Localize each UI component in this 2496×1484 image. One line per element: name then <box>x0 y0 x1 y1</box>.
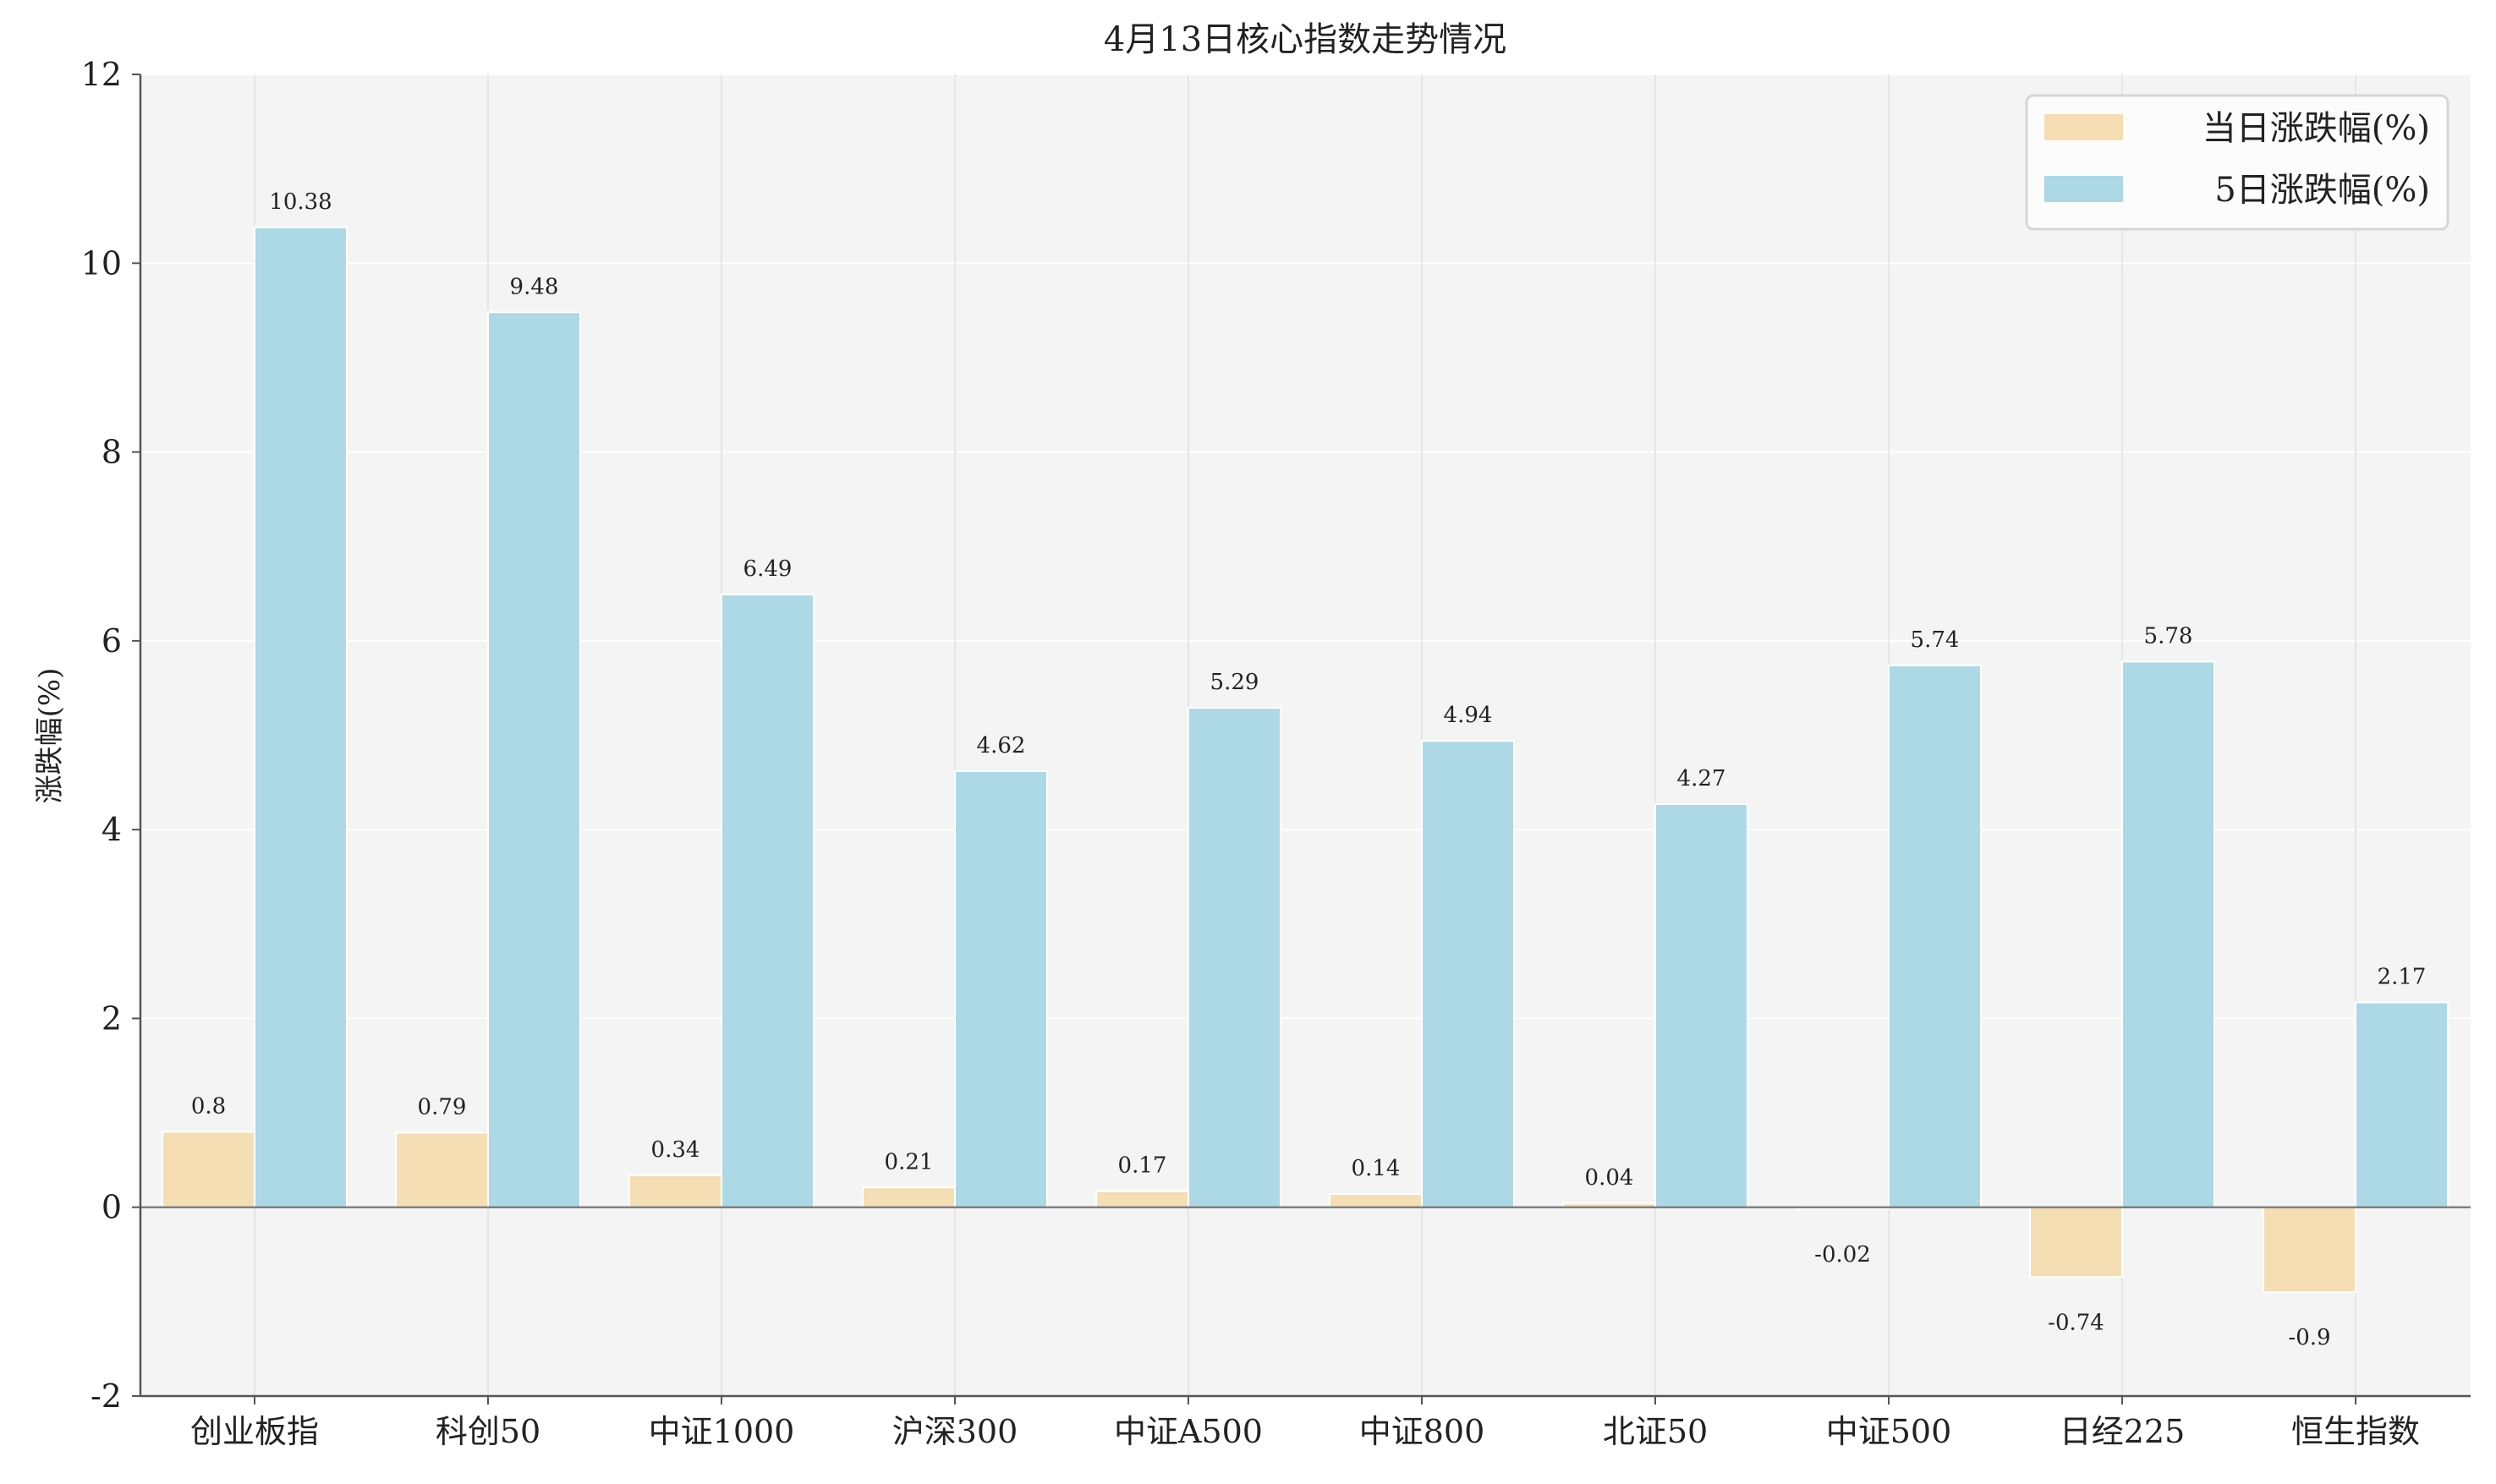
y-tick-label: 0 <box>101 1189 122 1226</box>
legend-swatch <box>2044 114 2123 140</box>
data-label: 4.94 <box>1444 703 1493 728</box>
x-tick-label: 沪深300 <box>892 1413 1018 1450</box>
y-tick-label: 6 <box>101 622 122 660</box>
bar-5day <box>2121 660 2215 1208</box>
x-tick-label: 中证500 <box>1826 1413 1952 1450</box>
data-label: 0.14 <box>1352 1156 1401 1181</box>
bar-5day <box>2355 1001 2449 1208</box>
data-label: 5.78 <box>2144 623 2193 649</box>
bar-daily <box>395 1131 489 1208</box>
x-tick-label: 北证50 <box>1603 1413 1708 1450</box>
x-tick-label: 恒生指数 <box>2291 1413 2420 1450</box>
data-label: 2.17 <box>2378 964 2427 989</box>
data-label: 0.79 <box>418 1095 467 1120</box>
bar-5day <box>1421 740 1515 1208</box>
data-label: -0.74 <box>2048 1310 2104 1335</box>
bar-5day <box>1188 707 1281 1208</box>
x-tick-label: 中证1000 <box>649 1413 795 1450</box>
legend-swatch <box>2044 176 2123 202</box>
data-label: 4.27 <box>1677 766 1726 791</box>
bar-daily <box>1095 1190 1189 1208</box>
bar-daily <box>862 1186 956 1208</box>
data-label: 9.48 <box>510 274 559 299</box>
data-label: 5.29 <box>1210 670 1259 695</box>
bar-daily <box>628 1174 722 1208</box>
data-label: 0.8 <box>191 1093 226 1119</box>
bar-5day <box>254 226 348 1208</box>
bar-daily <box>162 1131 255 1208</box>
chart-title: 4月13日核心指数走势情况 <box>1104 20 1506 59</box>
data-label: 6.49 <box>743 556 793 582</box>
bar-5day <box>721 594 815 1208</box>
x-tick-label: 科创50 <box>436 1413 540 1450</box>
y-tick-label: -2 <box>91 1377 122 1415</box>
bar-daily <box>2263 1206 2356 1294</box>
data-label: 4.62 <box>977 733 1026 758</box>
y-tick-label: 10 <box>81 244 122 282</box>
y-tick-label: 2 <box>101 999 122 1037</box>
data-label: -0.9 <box>2288 1325 2330 1350</box>
legend-label: 5日涨跌幅(%) <box>2214 171 2430 210</box>
data-label: 10.38 <box>269 189 332 215</box>
bar-daily <box>2029 1206 2123 1279</box>
y-tick-label: 4 <box>101 811 122 848</box>
y-axis-label: 涨跌幅(%) <box>33 668 67 804</box>
x-tick-label: 日经225 <box>2060 1413 2186 1450</box>
x-tick-label: 中证800 <box>1359 1413 1485 1450</box>
y-tick-label: 12 <box>81 56 122 93</box>
x-tick-label: 创业板指 <box>190 1413 319 1450</box>
data-label: 0.17 <box>1118 1153 1167 1179</box>
x-tick-label: 中证A500 <box>1114 1413 1263 1450</box>
data-label: 0.34 <box>651 1137 700 1163</box>
bar-5day <box>954 769 1048 1208</box>
bar-5day <box>1654 802 1748 1208</box>
legend <box>2025 94 2449 231</box>
data-label: 5.74 <box>1911 627 1960 653</box>
y-tick-label: 8 <box>101 434 122 471</box>
legend-label: 当日涨跌幅(%) <box>2203 109 2430 148</box>
data-label: -0.02 <box>1814 1242 1871 1268</box>
data-label: 0.21 <box>885 1149 934 1175</box>
bar-5day <box>487 311 581 1208</box>
bar-5day <box>1888 664 1982 1208</box>
data-label: 0.04 <box>1585 1165 1634 1191</box>
bar-daily <box>1329 1193 1423 1208</box>
